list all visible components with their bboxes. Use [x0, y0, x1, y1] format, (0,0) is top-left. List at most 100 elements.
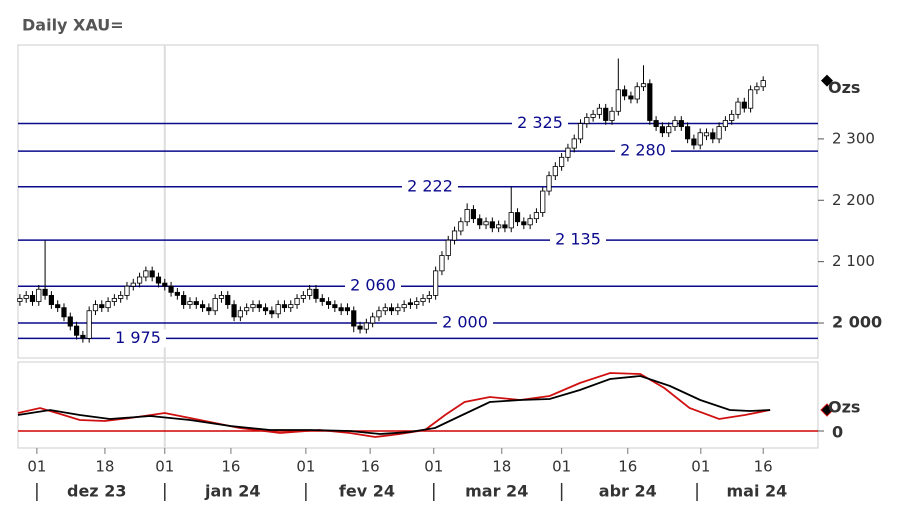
x-tick-label: 16 [221, 458, 240, 476]
chart-title: Daily XAU= [22, 16, 124, 35]
candle-body [407, 302, 414, 306]
last-price-marker [821, 74, 833, 87]
candle-body [218, 294, 225, 299]
candle-body [376, 310, 382, 318]
candle-body [521, 221, 527, 226]
candle-body [225, 294, 231, 306]
candle-body [565, 147, 571, 158]
month-label: jan 24 [204, 482, 261, 501]
candle-body [86, 310, 92, 339]
candle-body [118, 294, 124, 299]
candle-body [477, 218, 483, 226]
candle-body [55, 304, 61, 309]
candle-body [603, 107, 609, 121]
candle-body [325, 301, 332, 306]
level-label-bg [110, 329, 166, 348]
level-label-bg [550, 231, 606, 250]
candle-body [653, 120, 659, 128]
candle-body [672, 120, 678, 128]
candle-body [111, 298, 117, 302]
level-label-bg [437, 314, 493, 333]
candle-body [370, 316, 376, 324]
candle-body [552, 166, 558, 177]
candle-body [281, 304, 288, 309]
candle-body [250, 304, 256, 309]
month-label: mai 24 [726, 482, 787, 501]
candle-body [458, 221, 464, 232]
candle-body [199, 304, 206, 309]
candle-body [357, 325, 363, 330]
candle-body [451, 230, 458, 241]
candle-body [640, 83, 647, 88]
level-label: 1 975 [115, 328, 161, 347]
candle-body [300, 294, 306, 299]
candle-body [716, 126, 722, 140]
candle-body [338, 307, 344, 312]
candle-body [735, 101, 741, 115]
candle-body [344, 307, 351, 312]
candle-body [269, 310, 275, 315]
candle-body [439, 255, 445, 272]
candle-body [23, 294, 29, 299]
candle-body [155, 276, 162, 284]
candle-body [590, 113, 596, 118]
candle-body [533, 212, 540, 220]
candle-body [395, 307, 401, 312]
candle-body [351, 310, 357, 327]
candle-body [747, 89, 754, 109]
x-tick-label: 18 [492, 458, 511, 476]
y-tick-label: 2 200 [832, 191, 875, 209]
indicator-panel [17, 361, 819, 449]
candle-body [571, 138, 577, 149]
candle-body [237, 310, 243, 318]
candle-body [244, 307, 250, 312]
y-tick-label: 2 100 [832, 252, 875, 270]
x-tick-label: 18 [95, 458, 114, 476]
candle-body [256, 304, 262, 309]
candle-body [609, 110, 615, 121]
level-label: 2 280 [620, 141, 666, 160]
candle-body [80, 334, 86, 339]
candle-body [332, 304, 338, 309]
candle-body [559, 156, 565, 167]
candle-body [722, 120, 729, 128]
candle-body [42, 288, 48, 296]
candle-body [470, 209, 477, 220]
x-tick-label: 01 [296, 458, 315, 476]
candle-body [596, 107, 603, 115]
candle-body [414, 301, 420, 306]
candle-body [666, 126, 672, 134]
candle-body [29, 294, 36, 302]
x-tick-label: 16 [361, 458, 380, 476]
candle-body [546, 175, 552, 192]
candle-body [685, 126, 691, 140]
level-label: 2 000 [442, 313, 488, 332]
x-tick-label: 01 [691, 458, 710, 476]
candle-body [678, 120, 684, 128]
candle-body [527, 218, 533, 226]
candle-body [697, 132, 703, 146]
candle-body [174, 291, 180, 296]
candle-body [703, 132, 710, 137]
candle-body [514, 212, 521, 223]
candle-body [741, 101, 747, 109]
candle-body [754, 86, 760, 91]
level-label: 2 325 [517, 113, 563, 132]
x-tick-label: 01 [27, 458, 46, 476]
candle-body [433, 270, 439, 296]
level-label-bg [615, 142, 671, 161]
candle-body [363, 322, 369, 330]
candle-body [105, 301, 111, 309]
candle-body [634, 86, 640, 100]
candle-body [615, 89, 621, 112]
candle-body [540, 190, 546, 213]
x-tick-label: 16 [618, 458, 637, 476]
candle-body [187, 301, 193, 306]
level-label: 2 135 [555, 230, 601, 249]
candle-body [73, 325, 80, 336]
x-tick-label: 01 [424, 458, 443, 476]
candle-body [17, 298, 23, 302]
candle-body [502, 224, 508, 229]
level-label: 2 222 [407, 176, 453, 195]
y-tick-label: 2 000 [832, 313, 882, 332]
